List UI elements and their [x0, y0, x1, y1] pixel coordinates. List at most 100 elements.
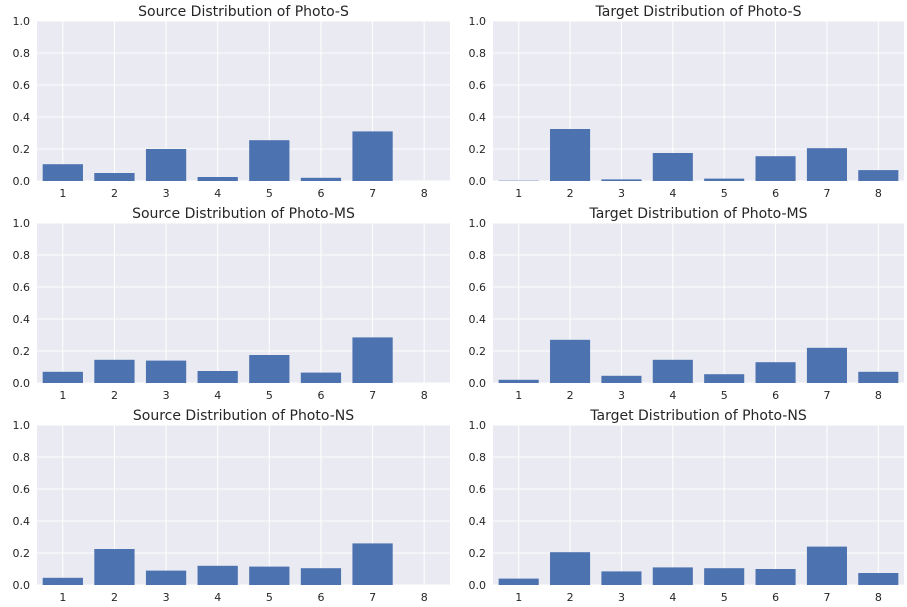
x-tick-label: 4 — [214, 591, 221, 604]
y-tick-label: 0.8 — [469, 451, 487, 464]
y-tick-label: 0.0 — [469, 579, 487, 592]
chart-title: Target Distribution of Photo-NS — [589, 408, 807, 424]
y-tick-label: 1.0 — [469, 217, 487, 230]
subplot-4: 0.0 0.2 0.4 0.6 0.8 1.0 1 2 3 4 5 6 7 8 Target Distrib… — [469, 206, 904, 402]
y-tick-label: 0.2 — [13, 143, 31, 156]
subplot-3: 0.0 0.2 0.4 0.6 0.8 1.0 1 2 3 4 5 6 7 8 Source Distrib… — [13, 206, 450, 402]
x-tick-label: 2 — [111, 591, 118, 604]
bar — [145, 149, 187, 181]
x-tick-label: 1 — [59, 187, 66, 200]
bar — [806, 148, 847, 181]
bar — [704, 374, 745, 383]
y-tick-label: 0.8 — [13, 249, 31, 262]
subplot-1: 0.0 0.2 0.4 0.6 0.8 1.0 1 2 3 4 5 6 7 8 Source Distrib… — [13, 4, 450, 200]
y-tick-label: 0.4 — [13, 515, 31, 528]
bar — [498, 379, 539, 383]
chart-title: Source Distribution of Photo-MS — [132, 206, 355, 222]
x-tick-label: 3 — [618, 389, 625, 402]
y-tick-label: 0.2 — [469, 547, 487, 560]
bar — [352, 131, 393, 181]
x-tick-label: 4 — [669, 389, 676, 402]
y-tick-label: 0.4 — [13, 313, 31, 326]
x-tick-label: 1 — [59, 591, 66, 604]
y-tick-label: 0.6 — [13, 79, 31, 92]
bar — [197, 177, 238, 181]
bar — [550, 129, 591, 181]
y-tick-label: 0.0 — [13, 175, 31, 188]
subplot-5: 0.0 0.2 0.4 0.6 0.8 1.0 1 2 3 4 5 6 7 8 Source Distrib… — [13, 408, 450, 604]
x-tick-label: 6 — [772, 187, 779, 200]
bar — [550, 552, 591, 585]
x-tick-label: 1 — [59, 389, 66, 402]
bar — [42, 371, 83, 383]
x-tick-label: 8 — [875, 389, 882, 402]
x-tick-label: 2 — [567, 389, 574, 402]
x-tick-label: 5 — [266, 389, 273, 402]
x-tick-label: 8 — [421, 187, 428, 200]
subplot-6: 0.0 0.2 0.4 0.6 0.8 1.0 1 2 3 4 5 6 7 8 Target Distrib… — [469, 408, 904, 604]
y-tick-label: 0.6 — [469, 79, 487, 92]
bar — [249, 355, 290, 383]
bar — [704, 568, 745, 585]
x-tick-label: 6 — [317, 591, 324, 604]
y-tick-label: 0.8 — [13, 47, 31, 60]
bar — [94, 549, 135, 585]
y-tick-label: 0.4 — [469, 313, 487, 326]
bar — [145, 570, 187, 585]
x-tick-label: 5 — [721, 389, 728, 402]
bar — [197, 565, 238, 585]
x-tick-label: 7 — [823, 591, 830, 604]
x-tick-label: 4 — [214, 389, 221, 402]
bar — [858, 573, 899, 585]
bar — [352, 543, 393, 585]
y-tick-label: 0.2 — [13, 547, 31, 560]
x-tick-label: 8 — [875, 591, 882, 604]
bar — [249, 140, 290, 181]
x-tick-label: 5 — [266, 187, 273, 200]
x-tick-label: 4 — [669, 591, 676, 604]
bar — [806, 546, 847, 585]
y-tick-label: 1.0 — [13, 217, 31, 230]
y-tick-label: 0.6 — [469, 281, 487, 294]
y-tick-label: 1.0 — [469, 419, 487, 432]
bar — [652, 359, 693, 383]
x-tick-label: 6 — [317, 187, 324, 200]
y-tick-label: 0.4 — [469, 515, 487, 528]
y-tick-label: 0.2 — [469, 143, 487, 156]
x-tick-label: 4 — [214, 187, 221, 200]
bar — [498, 578, 539, 585]
x-tick-label: 5 — [266, 591, 273, 604]
y-tick-label: 0.4 — [469, 111, 487, 124]
chart-title: Source Distribution of Photo-NS — [133, 408, 354, 424]
y-tick-label: 0.4 — [13, 111, 31, 124]
x-tick-label: 3 — [163, 591, 170, 604]
y-tick-label: 1.0 — [13, 15, 31, 28]
bar — [94, 359, 135, 383]
x-tick-label: 1 — [515, 591, 522, 604]
subplot-2: 0.0 0.2 0.4 0.6 0.8 1.0 1 2 3 4 5 6 7 8 Target Distrib… — [469, 4, 904, 200]
x-tick-label: 8 — [875, 187, 882, 200]
bar — [755, 156, 796, 181]
x-tick-label: 3 — [618, 187, 625, 200]
bar — [94, 173, 135, 181]
y-tick-label: 0.6 — [469, 483, 487, 496]
x-tick-label: 6 — [772, 389, 779, 402]
y-tick-label: 0.2 — [13, 345, 31, 358]
y-tick-label: 1.0 — [13, 419, 31, 432]
y-tick-label: 0.0 — [469, 175, 487, 188]
y-tick-label: 0.0 — [469, 377, 487, 390]
x-tick-label: 1 — [515, 187, 522, 200]
y-tick-label: 0.2 — [469, 345, 487, 358]
x-tick-label: 3 — [618, 591, 625, 604]
y-tick-label: 0.0 — [13, 579, 31, 592]
x-tick-label: 7 — [369, 591, 376, 604]
bar — [352, 337, 393, 383]
x-tick-label: 7 — [823, 389, 830, 402]
bar — [858, 371, 899, 383]
bar — [704, 178, 745, 181]
bar — [42, 577, 83, 585]
x-tick-label: 3 — [163, 187, 170, 200]
x-tick-label: 7 — [369, 389, 376, 402]
bar — [300, 568, 342, 585]
